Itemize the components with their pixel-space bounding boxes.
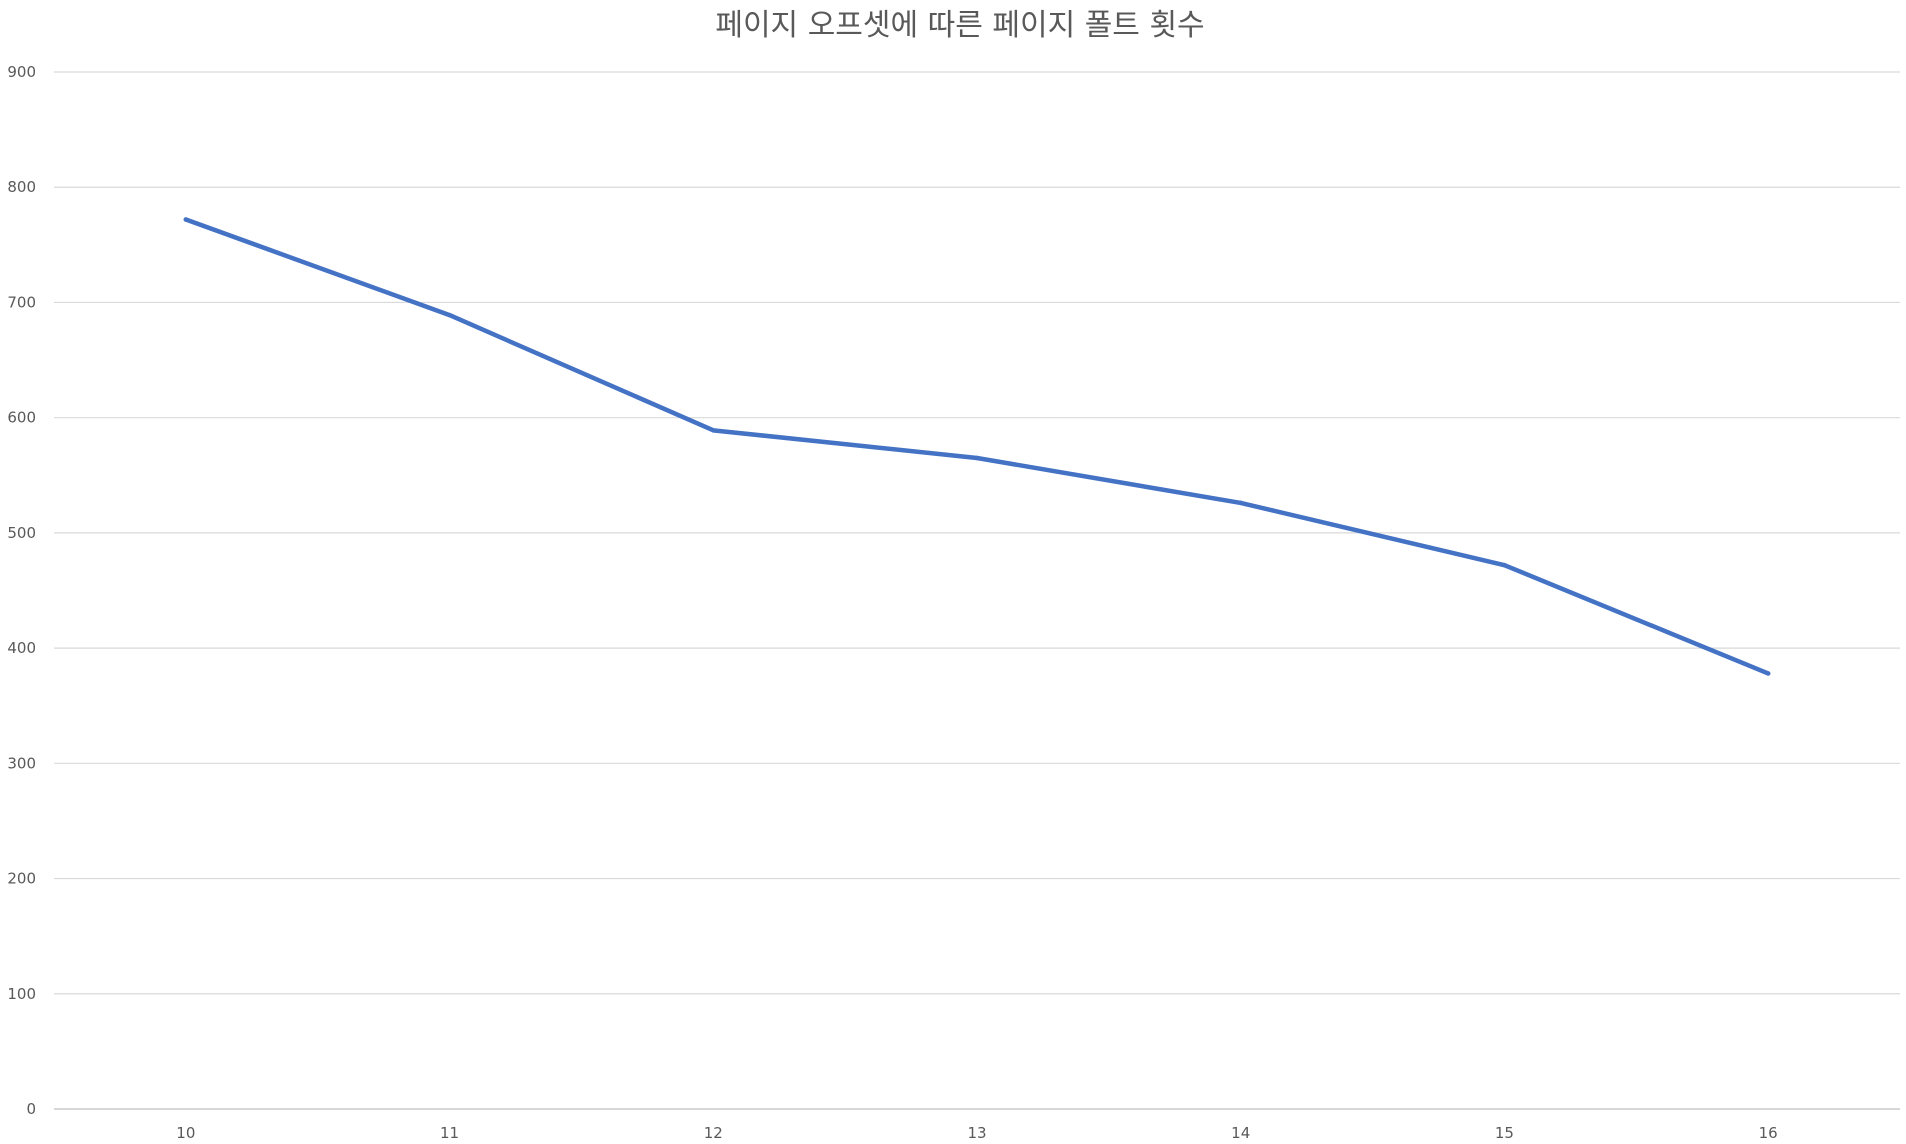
x-tick-label: 11 (440, 1124, 459, 1142)
chart-title: 페이지 오프셋에 따른 페이지 폴트 횟수 (715, 8, 1204, 43)
x-tick-label: 13 (967, 1124, 986, 1142)
y-tick-label: 900 (7, 63, 36, 81)
y-tick-label: 100 (7, 985, 36, 1003)
y-tick-label: 300 (7, 754, 36, 772)
y-tick-label: 400 (7, 639, 36, 657)
data-point (183, 217, 189, 222)
data-point (1502, 562, 1507, 568)
series-layer (183, 217, 1771, 676)
data-point (1765, 671, 1771, 676)
y-tick-label: 200 (7, 870, 36, 888)
x-tick-label: 14 (1231, 1124, 1250, 1142)
y-tick-label: 600 (7, 409, 36, 427)
data-point (1238, 500, 1243, 506)
y-tick-label: 500 (7, 524, 36, 542)
x-tick-label: 16 (1759, 1124, 1778, 1142)
y-axis-ticks: 0 100 200 300 400 500 600 700 800 900 (7, 63, 36, 1118)
data-point (447, 312, 452, 318)
x-tick-label: 12 (704, 1124, 723, 1142)
y-tick-label: 0 (26, 1100, 36, 1118)
x-tick-label: 10 (176, 1124, 195, 1142)
grid-layer (54, 71, 1900, 1110)
x-axis-ticks: 10 11 12 13 14 15 16 (176, 1124, 1777, 1142)
data-point (974, 455, 980, 461)
y-tick-label: 700 (7, 293, 36, 311)
series-line (183, 217, 1771, 676)
data-point (711, 428, 716, 433)
x-tick-label: 15 (1495, 1124, 1514, 1142)
y-tick-label: 800 (7, 178, 36, 196)
